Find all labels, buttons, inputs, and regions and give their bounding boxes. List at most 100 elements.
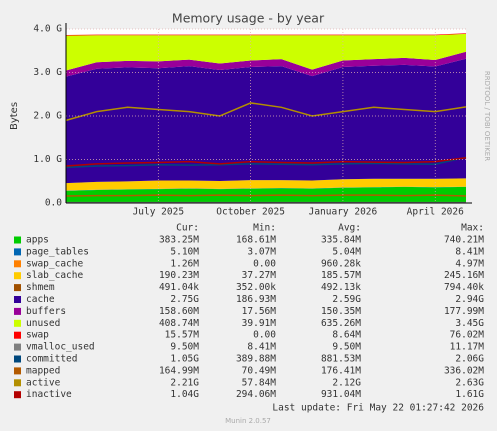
legend-stat: 2.94G	[455, 294, 484, 305]
legend-entry: buffers	[26, 306, 66, 317]
line-inactive	[65, 157, 467, 167]
legend-header: Cur:	[176, 223, 199, 234]
legend-stat: 794.40k	[444, 282, 484, 293]
legend-stat: 5.04M	[332, 246, 361, 257]
legend-swatch	[14, 272, 21, 280]
legend-swatch	[14, 391, 21, 399]
legend-stat: 186.93M	[236, 294, 276, 305]
legend-stat: 635.26M	[321, 318, 361, 329]
area-swap	[66, 33, 466, 36]
legend-stat: 881.53M	[321, 354, 361, 365]
line-active	[65, 102, 467, 122]
legend-stat: 2.06G	[455, 354, 484, 365]
legend-header: Max:	[461, 223, 484, 234]
legend-stat: 2.59G	[332, 294, 361, 305]
y-axis-label: Bytes	[9, 102, 20, 130]
area-page_tables	[66, 186, 466, 191]
legend-stat: 492.13k	[321, 282, 361, 293]
legend-swatch	[14, 355, 21, 363]
legend-stat: 70.49M	[242, 365, 277, 376]
legend-stat: 2.75G	[170, 294, 199, 305]
legend-stat: 76.02M	[450, 330, 485, 341]
legend-stat: 37.27M	[242, 270, 277, 281]
legend-stat: 8.64M	[332, 330, 361, 341]
legend-stat: 245.16M	[444, 270, 484, 281]
legend-stat: 383.25M	[159, 235, 199, 246]
legend-swatch	[14, 296, 21, 303]
legend-swatch	[14, 284, 21, 292]
legend-entry: unused	[26, 318, 60, 329]
legend-stat: 931.04M	[321, 389, 361, 400]
legend-entry: shmem	[26, 282, 55, 293]
area-unused	[66, 33, 466, 71]
legend-stat: 11.17M	[450, 342, 485, 353]
x-tick-label: October 2025	[216, 207, 285, 218]
y-tick-label: 4.0 G	[33, 24, 62, 35]
legend-swatch	[14, 307, 21, 315]
legend-stat: 960.28k	[321, 258, 361, 269]
area-buffers	[66, 51, 466, 77]
legend-stat: 39.91M	[242, 318, 277, 329]
legend-swatch	[14, 331, 21, 339]
legend-stat: 3.45G	[455, 318, 484, 329]
y-tick-label: 0.0	[45, 198, 62, 209]
legend-stat: 1.05G	[170, 354, 199, 365]
legend-swatch	[14, 236, 21, 244]
chart-title: Memory usage - by year	[172, 11, 325, 26]
legend-stat: 158.60M	[159, 306, 199, 317]
legend-stat: 1.04G	[170, 389, 199, 400]
legend-entry: mapped	[26, 365, 60, 376]
y-tick-label: 1.0 G	[33, 154, 62, 165]
line-committed	[65, 156, 467, 169]
legend-entry: inactive	[26, 389, 72, 400]
legend-entry: committed	[26, 354, 77, 365]
legend-stat: 164.99M	[159, 365, 199, 376]
legend-entry: slab_cache	[26, 270, 83, 281]
version: Munin 2.0.57	[225, 417, 271, 425]
legend-entry: apps	[26, 235, 49, 246]
legend-stat: 0.00	[253, 258, 276, 269]
legend-swatch	[14, 319, 21, 327]
area-cache	[66, 58, 466, 184]
legend-stat: 408.74M	[159, 318, 199, 329]
y-tick-label: 3.0 G	[33, 67, 62, 78]
y-tick-label: 2.0 G	[33, 111, 62, 122]
legend-entry: page_tables	[26, 246, 89, 257]
legend-stat: 740.21M	[444, 235, 484, 246]
x-tick-label: January 2026	[309, 207, 378, 218]
legend-entry: cache	[26, 294, 55, 305]
legend-stat: 335.84M	[321, 235, 361, 246]
line-mapped	[65, 194, 467, 197]
legend-stat: 389.88M	[236, 354, 276, 365]
legend-stat: 190.23M	[159, 270, 199, 281]
legend-stat: 177.99M	[444, 306, 484, 317]
legend-stat: 491.04k	[159, 282, 199, 293]
side-text: RRDTOOL / TOBI OETIKER	[483, 71, 491, 161]
legend-stat: 352.00k	[236, 282, 276, 293]
legend-stat: 17.56M	[242, 306, 277, 317]
legend-stat: 1.61G	[455, 389, 484, 400]
last-update: Last update: Fri May 22 01:27:42 2026	[272, 403, 484, 414]
legend-stat: 1.26M	[170, 258, 199, 269]
legend-stat: 2.63G	[455, 377, 484, 388]
legend-stat: 294.06M	[236, 389, 276, 400]
legend-swatch	[14, 260, 21, 268]
legend-stat: 150.35M	[321, 306, 361, 317]
legend-swatch	[14, 248, 21, 256]
legend-stat: 9.50M	[170, 342, 199, 353]
area-slab_cache	[66, 178, 466, 191]
legend-stat: 185.57M	[321, 270, 361, 281]
legend-entry: swap	[26, 330, 49, 341]
legend-swatch	[14, 367, 21, 375]
legend-header: Avg:	[338, 223, 361, 234]
legend-stat: 8.41M	[247, 342, 276, 353]
legend-stat: 0.00	[253, 330, 276, 341]
legend-stat: 4.97M	[455, 258, 484, 269]
legend-stat: 15.57M	[165, 330, 200, 341]
legend-header: Min:	[253, 223, 276, 234]
legend-entry: swap_cache	[26, 258, 83, 269]
legend-stat: 336.02M	[444, 365, 484, 376]
legend-stat: 8.41M	[455, 246, 484, 257]
legend-entry: vmalloc_used	[26, 342, 95, 353]
